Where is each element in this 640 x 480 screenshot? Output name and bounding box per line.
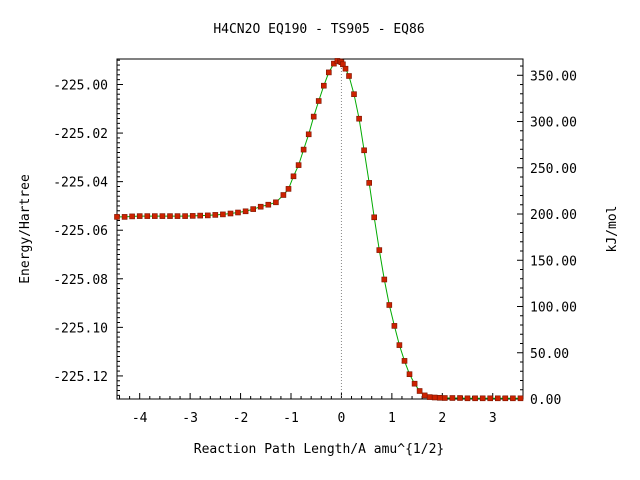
data-point [457, 395, 463, 401]
data-point [386, 302, 393, 308]
data-point [510, 395, 516, 402]
data-point [315, 98, 322, 104]
data-point [220, 211, 226, 218]
data-point [376, 247, 383, 253]
y2-tick-label: 50.00 [530, 347, 569, 362]
x-tick-label: 1 [388, 411, 396, 426]
x-tick-label: -4 [132, 411, 148, 426]
data-point [197, 212, 203, 219]
data-point [250, 206, 256, 212]
data-point [421, 392, 428, 399]
data-point [129, 213, 135, 220]
x-axis-label: Reaction Path Length/A amu^{1/2} [194, 442, 444, 457]
y-tick-label: -225.00 [53, 79, 108, 94]
data-point [381, 276, 388, 283]
data-point [295, 162, 302, 168]
data-point [235, 209, 241, 216]
data-point [227, 210, 234, 217]
data-point [273, 199, 279, 206]
data-point [325, 69, 332, 76]
data-point [205, 212, 211, 219]
data-point [426, 394, 433, 400]
data-point [391, 323, 398, 329]
data-point [361, 147, 367, 154]
data-point [342, 65, 349, 72]
data-point [121, 214, 128, 220]
data-point [502, 395, 509, 402]
y-tick-label: -225.10 [53, 321, 108, 336]
y2-tick-label: 150.00 [530, 254, 577, 269]
y2-tick-label: 350.00 [530, 69, 577, 84]
y2-tick-label: 100.00 [530, 301, 577, 316]
y-tick-label: -225.08 [53, 273, 108, 288]
data-point [305, 131, 312, 138]
data-point [159, 213, 166, 219]
x-tick-label: 0 [338, 411, 346, 426]
data-point [487, 395, 494, 402]
data-point [257, 203, 264, 210]
data-point [310, 113, 317, 120]
data-point [346, 73, 352, 79]
data-point [416, 388, 423, 394]
data-point [396, 342, 403, 348]
data-point [441, 395, 448, 401]
data-point [517, 395, 524, 402]
series-line [117, 60, 521, 399]
y-tick-label: -225.04 [53, 176, 108, 191]
data-point [494, 395, 501, 402]
chart-title: H4CN2O EQ190 - TS905 - EQ86 [213, 22, 424, 37]
data-point [431, 394, 438, 401]
data-point [189, 213, 196, 219]
data-point [436, 394, 443, 401]
data-point [144, 213, 151, 219]
data-point [114, 214, 120, 220]
x-tick-label: -1 [283, 411, 299, 426]
data-point [136, 213, 143, 219]
x-tick-label: -2 [233, 411, 249, 426]
data-point [351, 91, 357, 97]
data-point [280, 192, 287, 198]
data-point [300, 146, 307, 153]
y2-axis-label: kJ/mol [605, 206, 620, 253]
plot-frame [116, 58, 524, 400]
y-axis-label: Energy/Hartree [18, 174, 33, 284]
data-point [285, 186, 292, 192]
data-point [479, 395, 486, 402]
data-point [152, 213, 158, 219]
data-point [449, 395, 456, 401]
y-tick-label: -225.02 [53, 127, 108, 142]
data-point [182, 213, 188, 219]
x-tick-label: -3 [182, 411, 198, 426]
data-point [265, 201, 272, 208]
plot-group [114, 58, 524, 402]
y2-tick-label: 200.00 [530, 208, 577, 223]
y-tick-label: -225.12 [53, 370, 108, 385]
data-point [242, 208, 249, 215]
data-point [320, 82, 327, 89]
data-point [366, 180, 373, 186]
axes-group: -4 -3 -2 -1 0 1 2 3 -225.12 -225.10 -225.08 -225.06… [53, 58, 577, 426]
data-point [174, 213, 181, 219]
y2-tick-label: 0.00 [530, 393, 561, 408]
data-point [356, 115, 362, 122]
data-point [167, 213, 173, 219]
data-point [464, 395, 471, 402]
data-point [411, 380, 418, 387]
data-point [290, 173, 297, 180]
x-tick-label: 3 [489, 411, 497, 426]
y-tick-label: -225.06 [53, 224, 108, 239]
data-point [472, 395, 478, 402]
data-point [406, 371, 413, 378]
data-point [212, 212, 219, 218]
y2-tick-label: 300.00 [530, 116, 577, 131]
y2-tick-label: 250.00 [530, 162, 577, 177]
x-tick-label: 2 [438, 411, 446, 426]
data-point [401, 358, 408, 364]
labels-group: H4CN2O EQ190 - TS905 - EQ86 Reaction Pat… [18, 22, 620, 457]
data-point [371, 214, 378, 221]
